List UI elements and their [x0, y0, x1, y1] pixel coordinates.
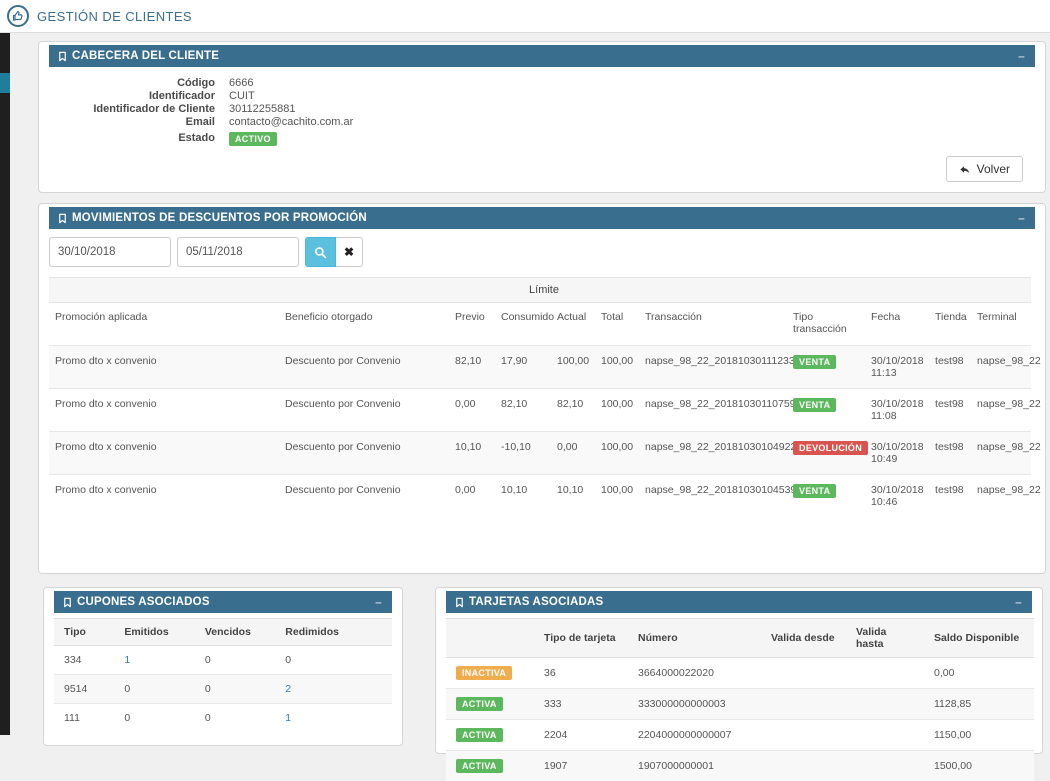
date-to-input[interactable] [177, 237, 299, 267]
card-status-badge: ACTIVA [456, 728, 503, 742]
top-bar: GESTIÓN DE CLIENTES [0, 0, 1050, 33]
cupon-row: 334 1 0 0 [54, 646, 392, 675]
date-from-input[interactable] [49, 237, 171, 267]
volver-button[interactable]: Volver [946, 156, 1023, 182]
col-tipo-transaccion: Tipo transacción [787, 303, 865, 346]
rail-active-item[interactable] [0, 73, 10, 93]
reply-arrow-icon [959, 164, 971, 175]
field-identificador: Identificador CUIT [49, 90, 1035, 103]
col-previo: Previo [449, 303, 495, 346]
tarjeta-row: INACTIVA 36 3664000022020 0,00 [446, 658, 1034, 689]
panel-cupones-header: CUPONES ASOCIADOS – [54, 591, 392, 613]
col-total: Total [595, 303, 639, 346]
col-emitidos: Emitidos [114, 619, 194, 646]
transaction-type-badge: VENTA [793, 484, 836, 498]
panel-tarjetas-header: TARJETAS ASOCIADAS – [446, 591, 1032, 613]
emitidos-link[interactable]: 1 [124, 654, 130, 666]
col-numero: Número [628, 619, 761, 658]
redimidos-link[interactable]: 1 [285, 712, 291, 724]
bookmark-icon [57, 212, 68, 225]
card-status-badge: ACTIVA [456, 759, 503, 773]
transaction-type-badge: DEVOLUCIÓN [793, 441, 868, 455]
col-beneficio: Beneficio otorgado [279, 303, 449, 346]
panel-cabecera-cliente: CABECERA DEL CLIENTE – Código 6666 Ident… [38, 41, 1046, 193]
date-filter-row: ✖ [49, 237, 1035, 267]
clear-filter-button[interactable]: ✖ [336, 237, 363, 267]
tarjeta-row: ACTIVA 2204 2204000000000007 1150,00 [446, 720, 1034, 751]
tarjetas-table: Tipo de tarjeta Número Valida desde Vali… [446, 618, 1034, 781]
cupones-table: Tipo Emitidos Vencidos Redimidos 334 1 0… [54, 618, 392, 732]
col-redimidos: Redimidos [275, 619, 392, 646]
col-terminal: Terminal [971, 303, 1031, 346]
col-valida-hasta: Valida hasta [846, 619, 924, 658]
collapse-button[interactable]: – [1016, 49, 1027, 63]
panel-tarjetas: TARJETAS ASOCIADAS – Tipo de tarjeta Núm… [435, 587, 1043, 754]
panel-title: TARJETAS ASOCIADAS [469, 596, 1013, 608]
x-icon: ✖ [344, 245, 354, 259]
movimientos-header-row: Promoción aplicada Beneficio otorgado Pr… [49, 303, 1031, 346]
col-estado [446, 619, 534, 658]
collapse-button[interactable]: – [1016, 211, 1027, 225]
movimiento-row: Promo dto x convenio Descuento por Conve… [49, 346, 1031, 389]
field-estado: Estado ACTIVO [49, 132, 1035, 146]
col-vencidos: Vencidos [195, 619, 275, 646]
cupon-row: 9514 0 0 2 [54, 675, 392, 704]
col-consumido: Consumido [495, 303, 551, 346]
limite-group-header-row: Límite [49, 278, 1031, 303]
bookmark-icon [454, 596, 465, 609]
transaction-type-badge: VENTA [793, 355, 836, 369]
collapse-button[interactable]: – [1013, 595, 1024, 609]
tarjetas-header-row: Tipo de tarjeta Número Valida desde Vali… [446, 619, 1034, 658]
panel-title: MOVIMIENTOS DE DESCUENTOS POR PROMOCIÓN [72, 212, 1016, 224]
col-fecha: Fecha [865, 303, 929, 346]
transaction-type-badge: VENTA [793, 398, 836, 412]
panel-movimientos-header: MOVIMIENTOS DE DESCUENTOS POR PROMOCIÓN … [49, 207, 1035, 229]
tarjeta-row: ACTIVA 1907 1907000000001 1500,00 [446, 751, 1034, 781]
search-icon [314, 246, 327, 259]
field-identificador-cliente: Identificador de Cliente 30112255881 [49, 103, 1035, 116]
col-actual: Actual [551, 303, 595, 346]
panel-cupones: CUPONES ASOCIADOS – Tipo Emitidos Vencid… [43, 587, 403, 746]
col-tienda: Tienda [929, 303, 971, 346]
field-email: Email contacto@cachito.com.ar [49, 116, 1035, 129]
col-tipo-tarjeta: Tipo de tarjeta [534, 619, 628, 658]
bookmark-icon [62, 596, 73, 609]
col-promocion: Promoción aplicada [49, 303, 279, 346]
movimiento-row: Promo dto x convenio Descuento por Conve… [49, 389, 1031, 432]
movimiento-row: Promo dto x convenio Descuento por Conve… [49, 432, 1031, 475]
col-transaccion: Transacción [639, 303, 787, 346]
limite-group-header: Límite [449, 278, 639, 303]
card-status-badge: INACTIVA [456, 666, 512, 680]
card-status-badge: ACTIVA [456, 697, 503, 711]
col-valida-desde: Valida desde [761, 619, 846, 658]
cupon-row: 111 0 0 1 [54, 704, 392, 733]
col-tipo: Tipo [54, 619, 114, 646]
bookmark-icon [57, 50, 68, 63]
thumbs-up-icon [7, 5, 29, 27]
redimidos-link[interactable]: 2 [285, 683, 291, 695]
panel-title: CUPONES ASOCIADOS [77, 596, 373, 608]
panel-cabecera-header: CABECERA DEL CLIENTE – [49, 45, 1035, 67]
movimiento-row: Promo dto x convenio Descuento por Conve… [49, 475, 1031, 518]
tarjeta-row: ACTIVA 333 333000000000003 1128,85 [446, 689, 1034, 720]
panel-title: CABECERA DEL CLIENTE [72, 50, 1016, 62]
page-title: GESTIÓN DE CLIENTES [37, 9, 192, 24]
col-saldo: Saldo Disponible [924, 619, 1034, 658]
status-badge: ACTIVO [229, 132, 277, 146]
client-fields: Código 6666 Identificador CUIT Identific… [49, 77, 1035, 146]
search-button[interactable] [305, 237, 336, 267]
main-content: CABECERA DEL CLIENTE – Código 6666 Ident… [10, 33, 1050, 764]
panel-movimientos: MOVIMIENTOS DE DESCUENTOS POR PROMOCIÓN … [38, 203, 1046, 574]
left-rail [0, 33, 10, 735]
collapse-button[interactable]: – [373, 595, 384, 609]
field-codigo: Código 6666 [49, 77, 1035, 90]
movimientos-table: Límite Promoción aplicada Beneficio otor… [49, 277, 1031, 517]
cupones-header-row: Tipo Emitidos Vencidos Redimidos [54, 619, 392, 646]
